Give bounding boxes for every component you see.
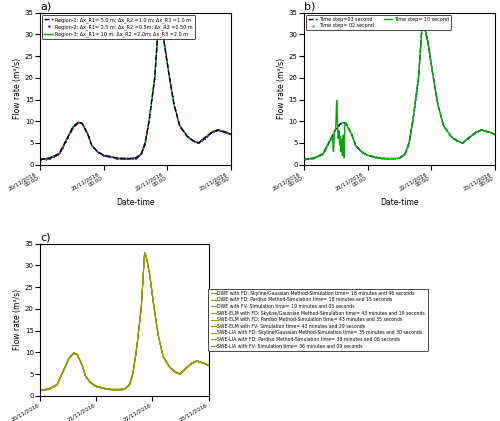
- X-axis label: Date-time: Date-time: [380, 197, 418, 207]
- Y-axis label: Flow rate (m³/s): Flow rate (m³/s): [13, 58, 22, 119]
- X-axis label: Date-time: Date-time: [116, 197, 155, 207]
- Text: c): c): [40, 233, 50, 243]
- Text: a): a): [40, 2, 52, 12]
- Legend: Region-1: Δx_R1= 5.0 m; Δx_R2 =1.0 m; Δx_R3 =1.0 m, Region-2: Δx_R1= 2.5 m; Δx_R: Region-1: Δx_R1= 5.0 m; Δx_R2 =1.0 m; Δx…: [42, 15, 194, 39]
- Legend: Time step=03 second, Time step= 02 second, Time step= 10 second: Time step=03 second, Time step= 02 secon…: [306, 15, 452, 30]
- Y-axis label: Flow rate (m³/s): Flow rate (m³/s): [13, 289, 22, 350]
- Y-axis label: Flow rate (m³/s): Flow rate (m³/s): [277, 58, 286, 119]
- Legend: DWE with FD: Skyline/Gaussian Method-Simulation time= 18 minutes and 46 seconds,: DWE with FD: Skyline/Gaussian Method-Sim…: [208, 288, 428, 351]
- Text: b): b): [304, 2, 315, 12]
